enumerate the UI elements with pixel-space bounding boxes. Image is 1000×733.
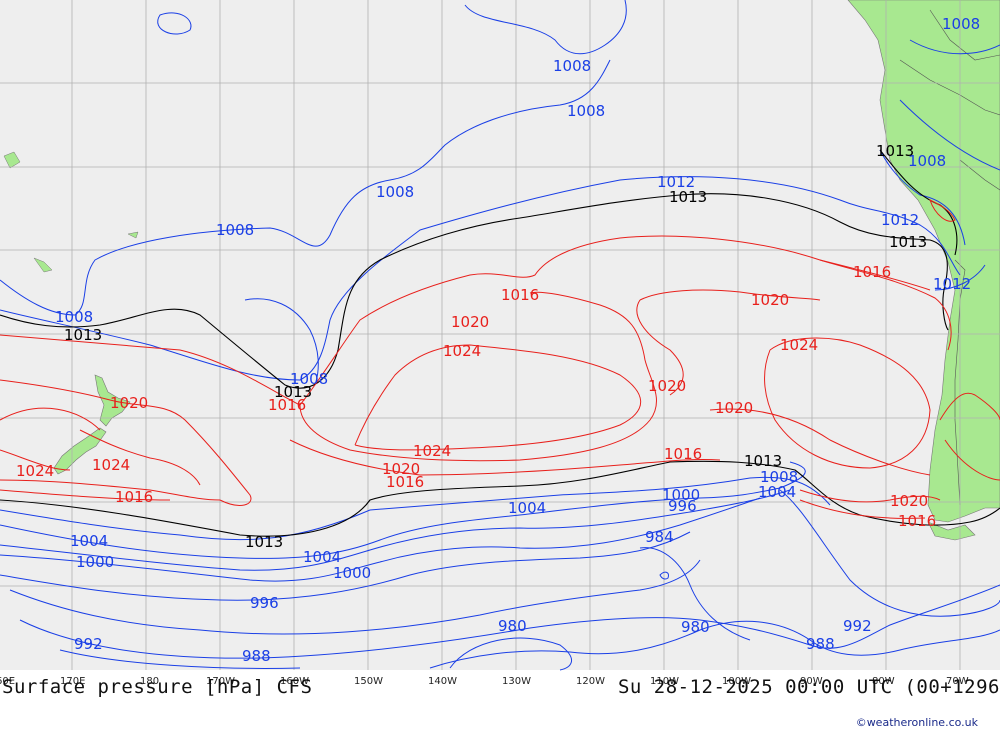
isobar-label-blue: 1008 <box>567 102 605 120</box>
isobar-label-blue: 1008 <box>942 15 980 33</box>
isobar-label-blue: 996 <box>250 594 279 612</box>
island <box>3 151 139 273</box>
isobar-label-red: 1020 <box>382 460 420 478</box>
map-datetime: Su 28-12-2025 00:00 UTC (00+1296 <box>617 676 1000 698</box>
isobar-label-blue: 1000 <box>662 486 700 504</box>
longitude-label: 160W <box>280 676 309 687</box>
isobar-label-red: 1016 <box>664 445 702 463</box>
isobar-label-black: 1013 <box>64 326 102 344</box>
isobar-label-red: 1024 <box>16 462 54 480</box>
isobar-label-black: 1013 <box>876 142 914 160</box>
isobar-label-red: 1024 <box>92 456 130 474</box>
lat-lon-grid <box>0 0 1000 670</box>
isobar-label-blue: 1008 <box>216 221 254 239</box>
isobar-label-black: 1013 <box>274 383 312 401</box>
credit-link[interactable]: ©weatheronline.co.uk <box>855 716 978 729</box>
longitude-label: 150W <box>354 676 383 687</box>
longitude-label: 140W <box>428 676 457 687</box>
isobar-label-blue: 1000 <box>333 564 371 582</box>
country-border <box>954 259 966 506</box>
longitude-label: 180 <box>140 676 159 687</box>
isobar-label-blue: 988 <box>806 635 835 653</box>
longitude-label: 110W <box>650 676 679 687</box>
longitude-label: 60E <box>0 676 15 687</box>
isobar-label-blue: 1012 <box>657 173 695 191</box>
tierra-del-fuego <box>927 521 976 541</box>
isobar-label-red: 1016 <box>501 286 539 304</box>
isobar-label-red: 1024 <box>413 442 451 460</box>
longitude-axis: 60E 170E 180 170W 160W 150W 140W 130W 12… <box>0 676 969 687</box>
isobar-label-red: 1016 <box>898 512 936 530</box>
isobar-label-blue: 1008 <box>760 468 798 486</box>
isobar-label-blue: 992 <box>843 617 872 635</box>
isobar-label-blue: 988 <box>242 647 271 665</box>
isobar-label-blue: 1008 <box>290 370 328 388</box>
isobar-label-red: 1020 <box>715 399 753 417</box>
isobar-label-blue: 980 <box>498 617 527 635</box>
isobar-label-red: 1024 <box>780 336 818 354</box>
isobar-label-blue: 984 <box>645 528 674 546</box>
isobar-label-blue: 1012 <box>933 275 971 293</box>
isobar-label-blue: 1004 <box>508 499 546 517</box>
isobar-label-blue: 1004 <box>758 483 796 501</box>
longitude-label: 90W <box>800 676 823 687</box>
isobar-label-blue: 1012 <box>881 211 919 229</box>
isobar-label-red: 1016 <box>853 263 891 281</box>
isobar-label-black: 1013 <box>889 233 927 251</box>
isobar-label-blue: 1008 <box>553 57 591 75</box>
isobars-low-pressure <box>0 0 1000 671</box>
isobar-label-blue: 996 <box>668 497 697 515</box>
isobar-label-blue: 1008 <box>376 183 414 201</box>
longitude-label: 130W <box>502 676 531 687</box>
isobar-label-red: 1016 <box>115 488 153 506</box>
map-title: Surface pressure [hPa] CFS <box>2 676 313 698</box>
isobar-label-red: 1016 <box>268 396 306 414</box>
isobar-label-blue: 1004 <box>70 532 108 550</box>
longitude-label: 120W <box>576 676 605 687</box>
isobar-label-blue: 1008 <box>908 152 946 170</box>
longitude-label: 80W <box>872 676 895 687</box>
isobar-label-red: 1020 <box>648 377 686 395</box>
isobar-labels: 1008 1008 1008 1008 1008 1008 1008 1008 … <box>16 15 980 665</box>
isobar-label-red: 1020 <box>890 492 928 510</box>
new-zealand-south-island <box>53 427 107 475</box>
ocean-background <box>0 0 1000 670</box>
longitude-label: 170E <box>60 676 85 687</box>
isobar-label-blue: 1004 <box>303 548 341 566</box>
longitude-label: 170W <box>206 676 235 687</box>
isobar-label-red: 1020 <box>451 313 489 331</box>
isobar-label-red: 1024 <box>443 342 481 360</box>
isobar-label-blue: 1008 <box>55 308 93 326</box>
isobar-label-black: 1013 <box>245 533 283 551</box>
longitude-label: 70W <box>946 676 969 687</box>
isobar-label-blue: 1000 <box>76 553 114 571</box>
pressure-map: 1008 1008 1008 1008 1008 1008 1008 1008 … <box>0 0 1000 687</box>
isobar-label-blue: 992 <box>74 635 103 653</box>
isobar-label-blue: 980 <box>681 618 710 636</box>
isobar-label-red: 1020 <box>751 291 789 309</box>
isobar-label-red: 1016 <box>386 473 424 491</box>
longitude-label: 100W <box>722 676 751 687</box>
isobars-high-pressure <box>0 199 1000 519</box>
isobar-label-black: 1013 <box>744 452 782 470</box>
isobar-label-red: 1020 <box>110 394 148 412</box>
isobar-label-black: 1013 <box>669 188 707 206</box>
